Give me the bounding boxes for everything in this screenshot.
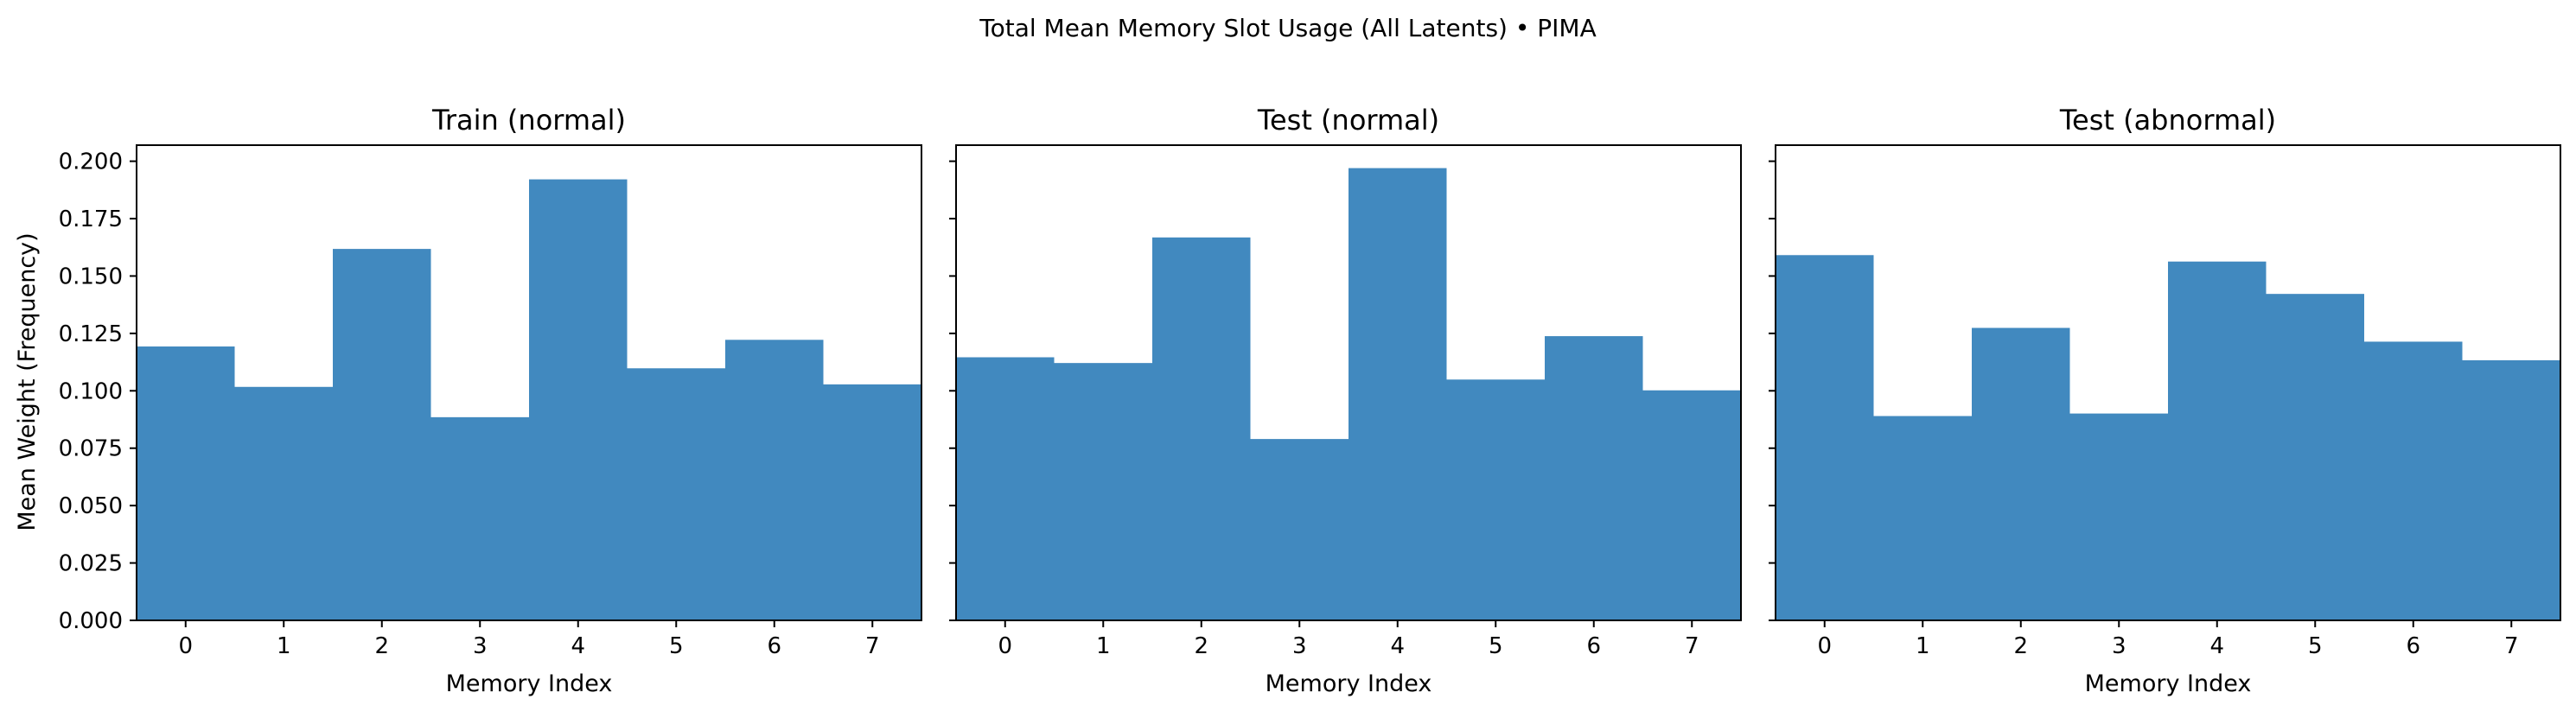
axes-frame — [1775, 144, 2561, 621]
y-tick-label: 0.000 — [59, 608, 123, 634]
y-tick-label: 0.175 — [59, 207, 123, 232]
bar-panel2-slot2 — [1972, 327, 2070, 620]
x-tick-label: 3 — [473, 633, 488, 659]
y-axis-label: Mean Weight (Frequency) — [14, 232, 41, 531]
x-tick-label: 4 — [1390, 633, 1405, 659]
panel-2: Test (abnormal) 0 1 2 3 4 5 6 7 Memory Index — [1769, 104, 2561, 697]
x-tick-label: 5 — [669, 633, 684, 659]
panel-title: Test (abnormal) — [2059, 104, 2276, 137]
bar-panel1-slot3 — [1250, 439, 1349, 620]
x-tick-label: 6 — [2406, 633, 2420, 659]
figure-title: Total Mean Memory Slot Usage (All Latent… — [979, 14, 1596, 42]
x-tick-label: 7 — [865, 633, 880, 659]
x-tick-label: 1 — [1096, 633, 1111, 659]
bar-panel1-slot6 — [1545, 336, 1643, 620]
bar-panel1-slot5 — [1446, 379, 1545, 620]
y-tick-label: 0.075 — [59, 436, 123, 462]
bar-panel1-slot0 — [956, 357, 1055, 620]
x-tick-label: 6 — [1586, 633, 1601, 659]
y-tick-label: 0.050 — [59, 493, 123, 519]
x-tick-label: 4 — [571, 633, 585, 659]
bar-panel1-slot1 — [1054, 363, 1152, 620]
bar-panel0-slot1 — [234, 386, 333, 620]
axes-frame — [136, 144, 922, 621]
panel-title: Test (normal) — [1257, 104, 1439, 137]
x-tick-label: 3 — [2112, 633, 2126, 659]
x-tick-label: 0 — [998, 633, 1012, 659]
y-tick-label: 0.100 — [59, 378, 123, 404]
bar-panel0-slot4 — [529, 179, 628, 620]
bar-panel2-slot6 — [2364, 341, 2463, 620]
bar-panel0-slot0 — [137, 346, 235, 620]
x-tick-label: 0 — [178, 633, 193, 659]
x-tick-label: 6 — [767, 633, 781, 659]
x-tick-label: 2 — [374, 633, 389, 659]
x-tick-label: 4 — [2209, 633, 2224, 659]
panels-group: Train (normal) 0 1 2 3 4 5 6 7 Memory Index 0.000 0… — [59, 104, 2561, 697]
bar-panel1-slot4 — [1349, 168, 1447, 620]
panel-0: Train (normal) 0 1 2 3 4 5 6 7 Memory Index 0.000 0… — [59, 104, 922, 697]
panel-1: Test (normal) 0 1 2 3 4 5 6 7 Memory Index — [949, 104, 1742, 697]
x-tick-label: 7 — [2504, 633, 2519, 659]
bar-panel1-slot7 — [1642, 390, 1741, 620]
x-axis-label: Memory Index — [2085, 670, 2252, 697]
bar-panel0-slot2 — [333, 249, 431, 620]
bar-panel1-slot2 — [1152, 237, 1251, 620]
x-tick-label: 3 — [1292, 633, 1307, 659]
x-tick-label: 5 — [1489, 633, 1503, 659]
panel-title: Train (normal) — [431, 104, 626, 137]
x-axis-label: Memory Index — [446, 670, 613, 697]
x-axis-label: Memory Index — [1266, 670, 1432, 697]
bar-panel2-slot7 — [2462, 359, 2560, 620]
x-tick-label: 1 — [1916, 633, 1930, 659]
bar-panel2-slot1 — [1873, 416, 1972, 620]
y-tick-label: 0.025 — [59, 551, 123, 577]
bar-panel0-slot6 — [725, 340, 824, 620]
y-tick-label: 0.125 — [59, 321, 123, 347]
x-tick-label: 2 — [2013, 633, 2028, 659]
bar-panel2-slot0 — [1776, 255, 1874, 620]
y-tick-label: 0.200 — [59, 149, 123, 175]
bar-panel2-slot3 — [2069, 413, 2168, 620]
x-tick-label: 1 — [277, 633, 291, 659]
x-tick-label: 2 — [1194, 633, 1208, 659]
bar-panel0-slot7 — [823, 384, 921, 620]
x-tick-label: 0 — [1817, 633, 1832, 659]
axes-frame — [955, 144, 1742, 621]
bar-panel2-slot4 — [2168, 261, 2267, 620]
bar-panel0-slot5 — [627, 368, 725, 620]
y-tick-label: 0.150 — [59, 264, 123, 289]
x-tick-label: 5 — [2308, 633, 2323, 659]
x-tick-label: 7 — [1685, 633, 1699, 659]
bar-panel2-slot5 — [2266, 294, 2364, 620]
bar-panel0-slot3 — [430, 416, 529, 620]
